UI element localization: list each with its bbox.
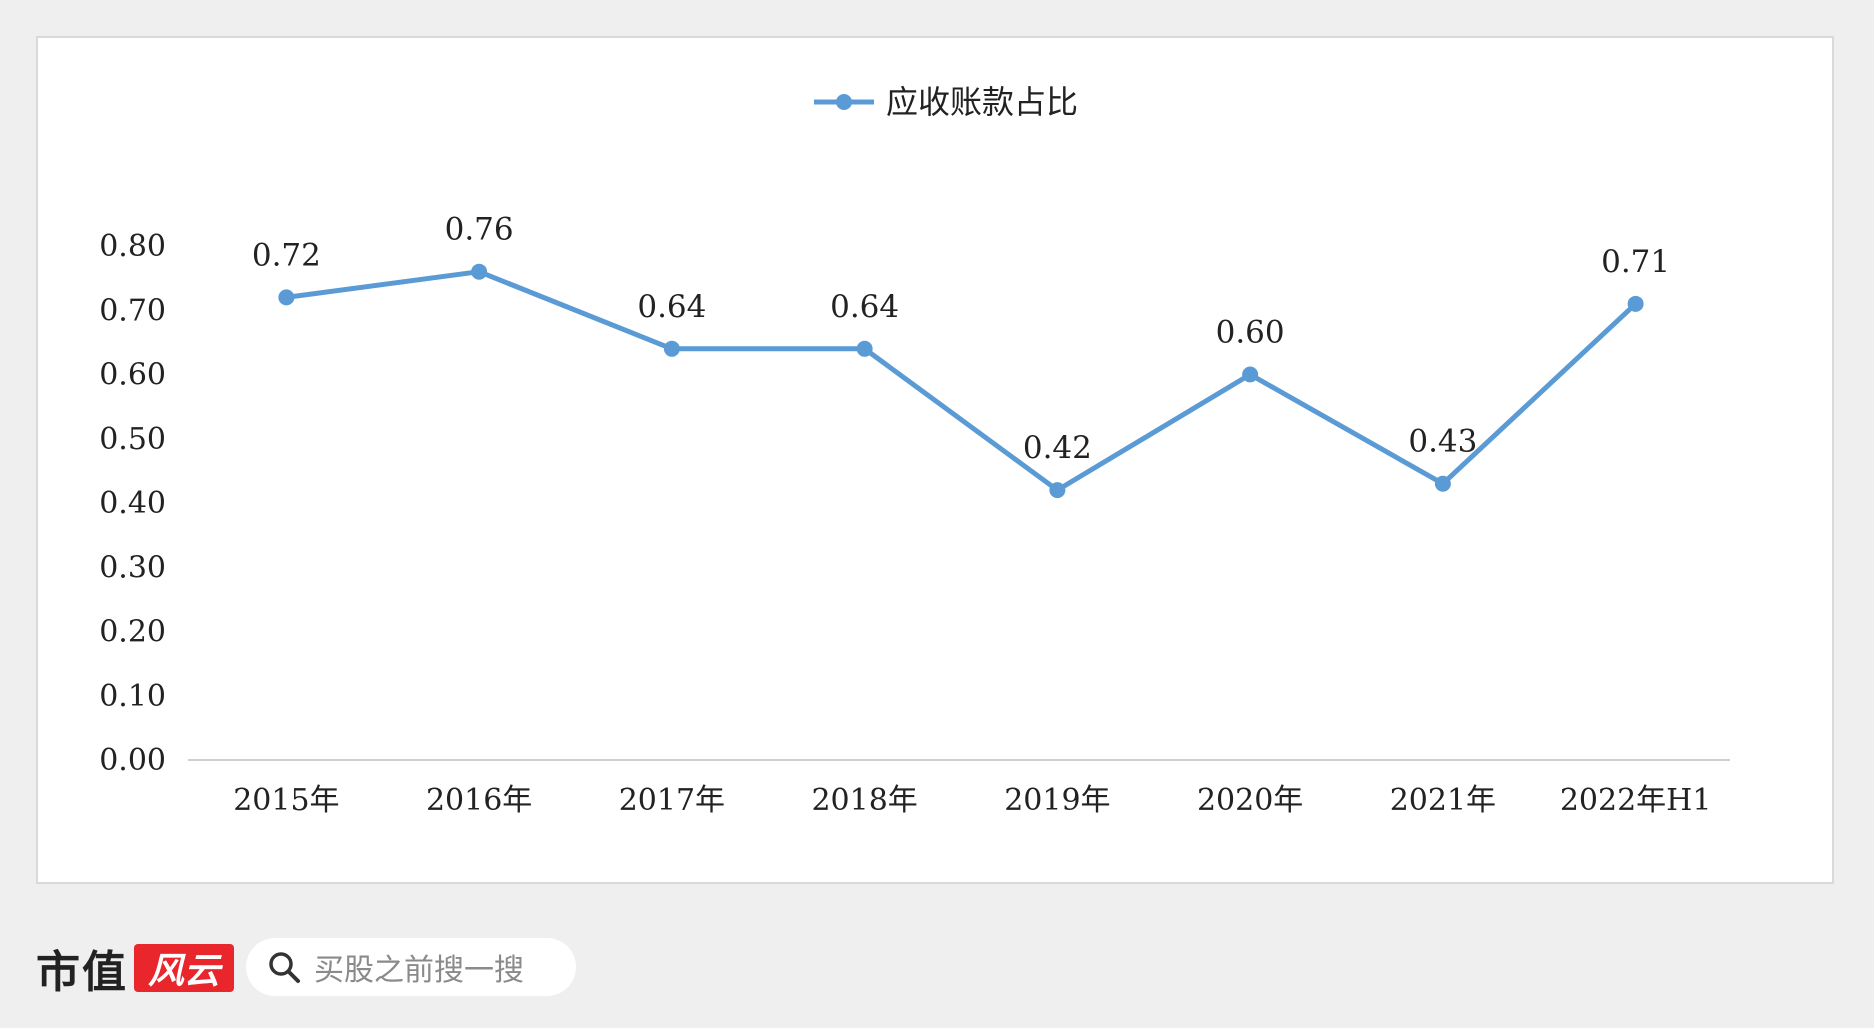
- search-bar[interactable]: 买股之前搜一搜: [246, 938, 576, 996]
- data-label: 0.72: [252, 237, 321, 273]
- brand-stamp: 风云: [134, 944, 235, 992]
- y-tick-label: 0.50: [99, 422, 166, 457]
- data-point: [1627, 295, 1644, 312]
- data-label: 0.64: [830, 289, 899, 325]
- y-tick-label: 0.30: [99, 550, 166, 585]
- x-tick-label: 2018年: [811, 783, 917, 818]
- y-tick-label: 0.20: [99, 615, 166, 650]
- brand-logo: 市值 风云: [36, 940, 235, 998]
- brand-footer: 市值 风云 买股之前搜一搜: [0, 900, 1874, 1028]
- y-tick-label: 0.60: [99, 358, 166, 393]
- x-tick-label: 2017年: [619, 783, 725, 818]
- data-point: [1434, 475, 1451, 492]
- brand-name: 市值: [36, 947, 128, 998]
- y-tick-label: 0.80: [99, 229, 166, 264]
- x-tick-label: 2021年: [1390, 783, 1496, 818]
- y-tick-label: 0.40: [99, 486, 166, 521]
- data-point: [1049, 482, 1066, 499]
- data-point: [1242, 366, 1259, 383]
- x-tick-label: 2019年: [1004, 783, 1110, 818]
- series-line: [286, 269, 1638, 493]
- data-label: 0.76: [445, 212, 514, 248]
- x-tick-label: 2020年: [1197, 783, 1303, 818]
- x-tick-label: 2016年: [426, 783, 532, 818]
- legend-marker: [836, 94, 852, 110]
- data-label: 0.43: [1408, 424, 1477, 460]
- search-placeholder: 买股之前搜一搜: [314, 953, 524, 988]
- search-icon: [269, 952, 300, 983]
- data-point: [856, 340, 873, 357]
- data-point: [278, 289, 295, 306]
- data-point: [663, 340, 680, 357]
- y-tick-label: 0.10: [99, 679, 166, 714]
- data-label: 0.64: [637, 289, 706, 325]
- data-label: 0.71: [1601, 244, 1670, 280]
- x-tick-label: 2015年: [233, 783, 339, 818]
- line-chart: 0.00 0.10 0.20 0.30 0.40 0.50 0.60 0.70 0.80 2015…: [99, 83, 1730, 818]
- x-tick-label: 2022年H1: [1560, 783, 1712, 818]
- y-tick-label: 0.00: [99, 743, 166, 778]
- chart-frame: 0.00 0.10 0.20 0.30 0.40 0.50 0.60 0.70 0.80 2015…: [36, 36, 1834, 884]
- data-label: 0.60: [1216, 315, 1285, 351]
- legend-label: 应收账款占比: [886, 83, 1078, 121]
- data-point: [471, 263, 488, 280]
- y-tick-label: 0.70: [99, 293, 166, 328]
- data-label: 0.42: [1023, 430, 1092, 466]
